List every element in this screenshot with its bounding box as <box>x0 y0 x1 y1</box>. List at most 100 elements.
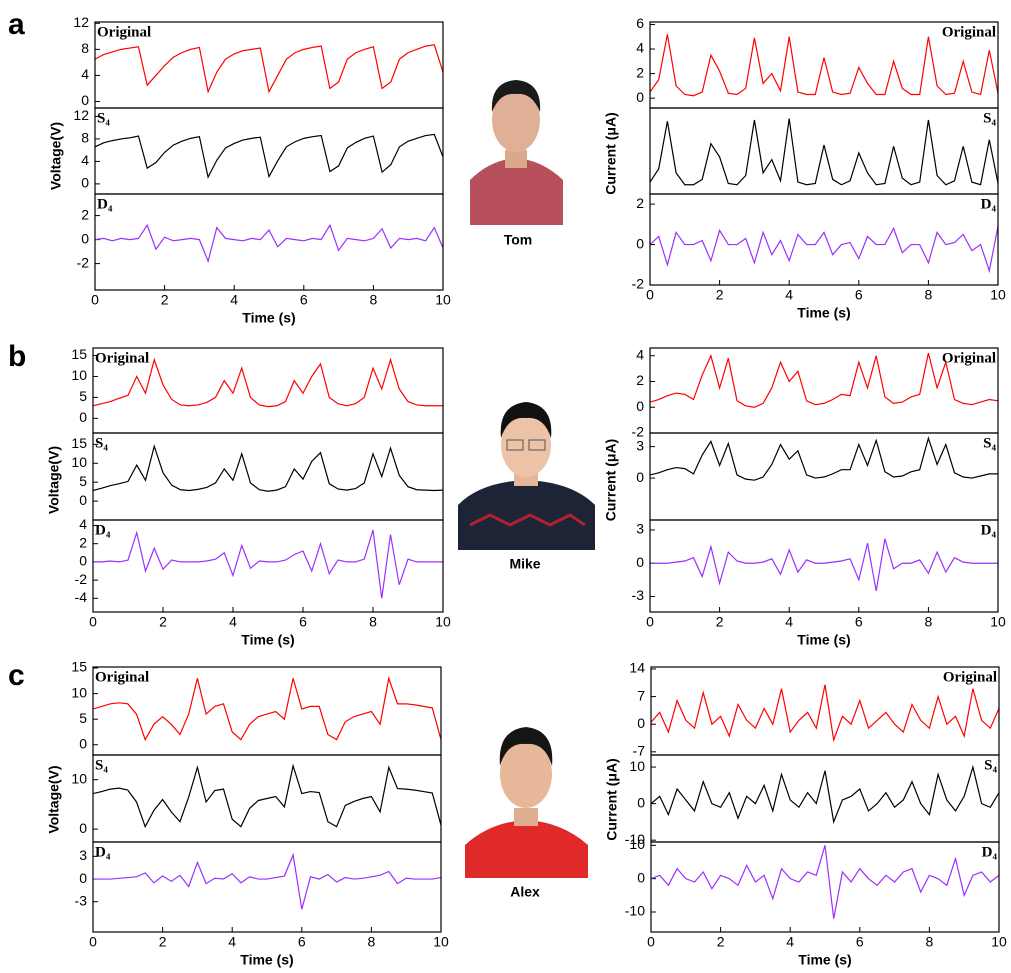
panel-name: S₄ <box>983 110 996 126</box>
y-tick-label: -2 <box>632 276 645 292</box>
y-tick-label: 10 <box>71 367 87 383</box>
panel-name: Original <box>95 350 149 366</box>
y-tick-label: 10 <box>629 836 645 852</box>
panel-frame <box>651 842 999 932</box>
x-tick-label: 10 <box>990 287 1006 303</box>
person-name: Alex <box>510 884 540 900</box>
signal-line <box>93 678 441 739</box>
y-tick-label: -2 <box>77 254 90 270</box>
y-tick-label: 4 <box>636 346 644 362</box>
signal-line <box>650 539 998 591</box>
photo-mike <box>458 402 595 550</box>
y-tick-label: 10 <box>629 758 645 774</box>
signal-line <box>95 45 443 92</box>
x-tick-label: 4 <box>228 934 236 950</box>
signal-line <box>650 34 998 95</box>
y-tick-label: 14 <box>629 660 645 676</box>
panel-name: D₄ <box>982 844 998 860</box>
signal-line <box>651 767 999 822</box>
signal-line <box>651 685 999 740</box>
y-tick-label: 6 <box>636 15 644 31</box>
panel-frame <box>650 520 998 612</box>
panel-name: D₄ <box>981 522 997 538</box>
y-tick-label: 4 <box>636 40 644 56</box>
panel-name: Original <box>95 669 149 685</box>
panel-name: Original <box>943 669 997 685</box>
x-tick-label: 10 <box>435 614 451 630</box>
y-tick-label: 12 <box>73 107 89 123</box>
signal-line <box>93 446 443 491</box>
x-tick-label: 2 <box>159 614 167 630</box>
y-tick-label: 3 <box>636 521 644 537</box>
x-tick-label: 10 <box>990 614 1006 630</box>
signal-line <box>651 845 999 918</box>
x-tick-label: 10 <box>991 934 1007 950</box>
y-axis-label: Voltage(V) <box>46 446 62 514</box>
panel-name: Original <box>942 350 996 366</box>
photo-tom <box>468 60 565 225</box>
x-tick-label: 0 <box>91 292 99 308</box>
y-tick-label: 5 <box>79 473 87 489</box>
y-tick-label: 2 <box>636 372 644 388</box>
panel-frame <box>650 108 998 194</box>
panel-frame <box>93 842 441 932</box>
x-tick-label: 2 <box>161 292 169 308</box>
x-axis-label: Time (s) <box>797 305 850 321</box>
y-tick-label: 5 <box>79 710 87 726</box>
x-tick-label: 0 <box>646 614 654 630</box>
x-tick-label: 0 <box>647 934 655 950</box>
panel-frame <box>95 194 443 290</box>
y-tick-label: 0 <box>79 735 87 751</box>
y-tick-label: 10 <box>71 684 87 700</box>
y-tick-label: 0 <box>636 89 644 105</box>
y-tick-label: 0 <box>636 235 644 251</box>
x-tick-label: 8 <box>370 292 378 308</box>
y-tick-label: 5 <box>79 388 87 404</box>
y-tick-label: 0 <box>637 869 645 885</box>
y-tick-label: 0 <box>81 175 89 191</box>
y-tick-label: 0 <box>81 230 89 246</box>
panel-frame <box>93 520 443 612</box>
y-axis-label: Voltage(V) <box>48 122 64 190</box>
y-tick-label: 4 <box>81 66 89 82</box>
x-tick-label: 2 <box>716 614 724 630</box>
x-tick-label: 2 <box>716 287 724 303</box>
signal-line <box>93 530 443 598</box>
y-axis-label: Current (μA) <box>603 439 619 521</box>
y-tick-label: 3 <box>79 847 87 863</box>
panel-frame <box>93 433 443 520</box>
panel-name: S₄ <box>95 757 108 773</box>
signal-line <box>650 226 998 270</box>
x-tick-label: 4 <box>786 934 794 950</box>
x-tick-label: 6 <box>855 614 863 630</box>
x-tick-label: 2 <box>159 934 167 950</box>
y-axis-label: Current (μA) <box>603 112 619 194</box>
signal-line <box>95 225 443 261</box>
x-tick-label: 0 <box>89 614 97 630</box>
panel-letter: b <box>8 340 26 373</box>
y-tick-label: 0 <box>637 794 645 810</box>
person-name: Tom <box>504 232 533 248</box>
panel-name: D₄ <box>97 196 113 212</box>
x-axis-label: Time (s) <box>797 632 850 648</box>
y-tick-label: 2 <box>636 195 644 211</box>
x-tick-label: 4 <box>785 287 793 303</box>
photo-alex <box>463 718 590 878</box>
y-tick-label: 4 <box>79 516 87 532</box>
x-tick-label: 6 <box>856 934 864 950</box>
y-tick-label: 2 <box>81 206 89 222</box>
x-tick-label: 8 <box>925 287 933 303</box>
panel-letter: a <box>8 8 25 41</box>
x-axis-label: Time (s) <box>798 952 851 968</box>
y-tick-label: 7 <box>637 687 645 703</box>
person-name: Mike <box>509 556 540 572</box>
x-tick-label: 8 <box>925 614 933 630</box>
y-tick-label: -2 <box>75 571 88 587</box>
x-tick-label: 8 <box>369 614 377 630</box>
x-tick-label: 4 <box>230 292 238 308</box>
y-tick-label: 0 <box>636 554 644 570</box>
y-tick-label: 8 <box>81 130 89 146</box>
y-tick-label: -3 <box>632 587 645 603</box>
y-tick-label: -4 <box>75 589 88 605</box>
panel-name: D₄ <box>95 522 111 538</box>
